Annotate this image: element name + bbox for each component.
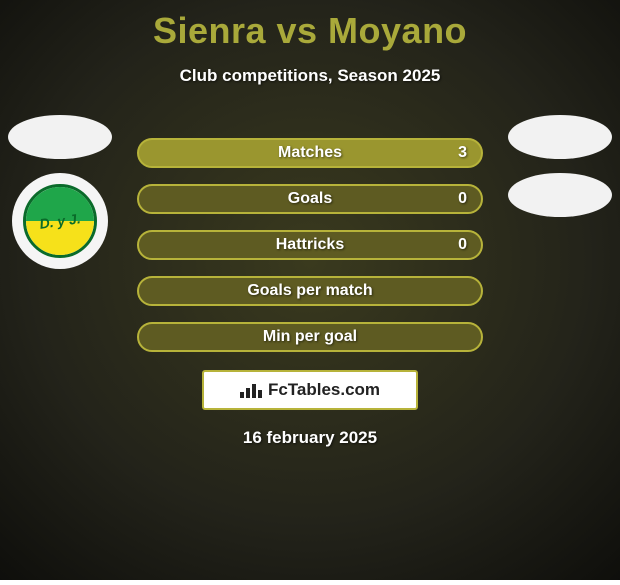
stat-rows: Matches 3 Goals 0 Hattricks 0 Goals per match M…	[137, 138, 483, 352]
club-badge-inner: D. y J.	[23, 184, 97, 258]
player-right-silhouette-2	[508, 173, 612, 217]
stat-label: Goals per match	[247, 282, 372, 300]
stat-row: Hattricks 0	[137, 230, 483, 260]
date-text: 16 february 2025	[0, 428, 620, 448]
brand-text: FcTables.com	[268, 380, 380, 400]
brand-badge[interactable]: FcTables.com	[202, 370, 418, 410]
content-root: Sienra vs Moyano Club competitions, Seas…	[0, 0, 620, 580]
club-badge-left: D. y J.	[12, 173, 108, 269]
subtitle: Club competitions, Season 2025	[0, 66, 620, 86]
stat-row: Goals per match	[137, 276, 483, 306]
player-left-column: D. y J.	[8, 115, 112, 269]
stat-value-right: 0	[458, 190, 467, 208]
bars-icon	[240, 382, 262, 398]
stat-label: Hattricks	[276, 236, 344, 254]
player-left-silhouette	[8, 115, 112, 159]
stat-label: Min per goal	[263, 328, 357, 346]
page-title: Sienra vs Moyano	[0, 0, 620, 52]
stat-label: Matches	[278, 144, 342, 162]
player-right-column	[508, 115, 612, 217]
stat-value-right: 3	[458, 144, 467, 162]
player-right-silhouette-1	[508, 115, 612, 159]
stat-row: Matches 3	[137, 138, 483, 168]
stat-label: Goals	[288, 190, 332, 208]
stat-row: Min per goal	[137, 322, 483, 352]
stat-row: Goals 0	[137, 184, 483, 214]
stat-value-right: 0	[458, 236, 467, 254]
